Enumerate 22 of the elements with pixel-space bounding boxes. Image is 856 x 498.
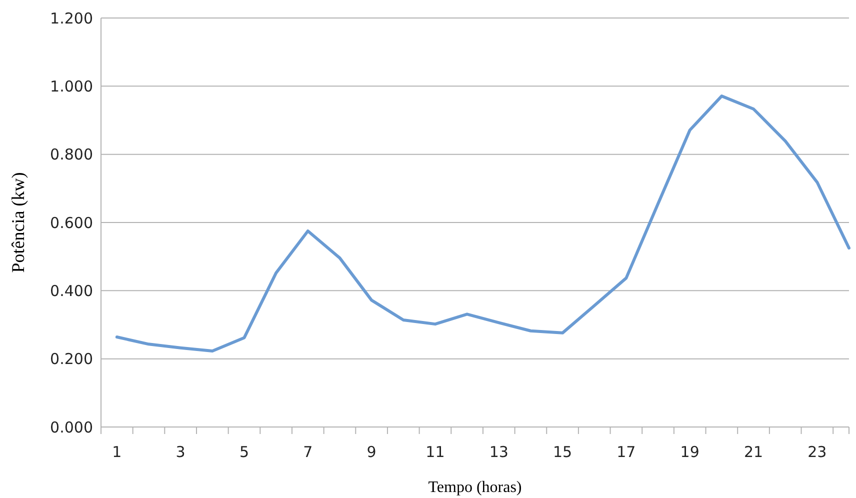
y-tick-label: 0.400 <box>50 282 93 300</box>
x-tick-label: 3 <box>176 443 186 461</box>
y-tick-label: 1.200 <box>50 9 93 28</box>
x-axis-title: Tempo (horas) <box>428 479 522 496</box>
x-tick-label: 15 <box>552 443 572 461</box>
x-tick-label: 5 <box>239 443 250 461</box>
y-tick-label: 0.000 <box>50 418 93 436</box>
y-tick-label: 0.600 <box>50 214 93 232</box>
x-tick-label: 11 <box>426 443 445 461</box>
x-tick-label: 7 <box>303 443 313 461</box>
y-tick-label: 0.800 <box>50 146 93 164</box>
x-tick-label: 9 <box>366 443 376 461</box>
x-tick-label: 21 <box>744 443 764 461</box>
x-tick-label: 17 <box>616 443 636 461</box>
y-tick-label: 1.000 <box>50 77 93 96</box>
x-tick-label: 23 <box>808 443 827 461</box>
y-axis-title: Potência (kw) <box>8 172 28 273</box>
line-series <box>115 94 850 352</box>
x-tick-label: 13 <box>489 443 508 461</box>
y-tick-label: 0.200 <box>50 350 93 368</box>
x-tick-label: 1 <box>112 443 122 461</box>
x-tick-label: 19 <box>680 443 700 461</box>
